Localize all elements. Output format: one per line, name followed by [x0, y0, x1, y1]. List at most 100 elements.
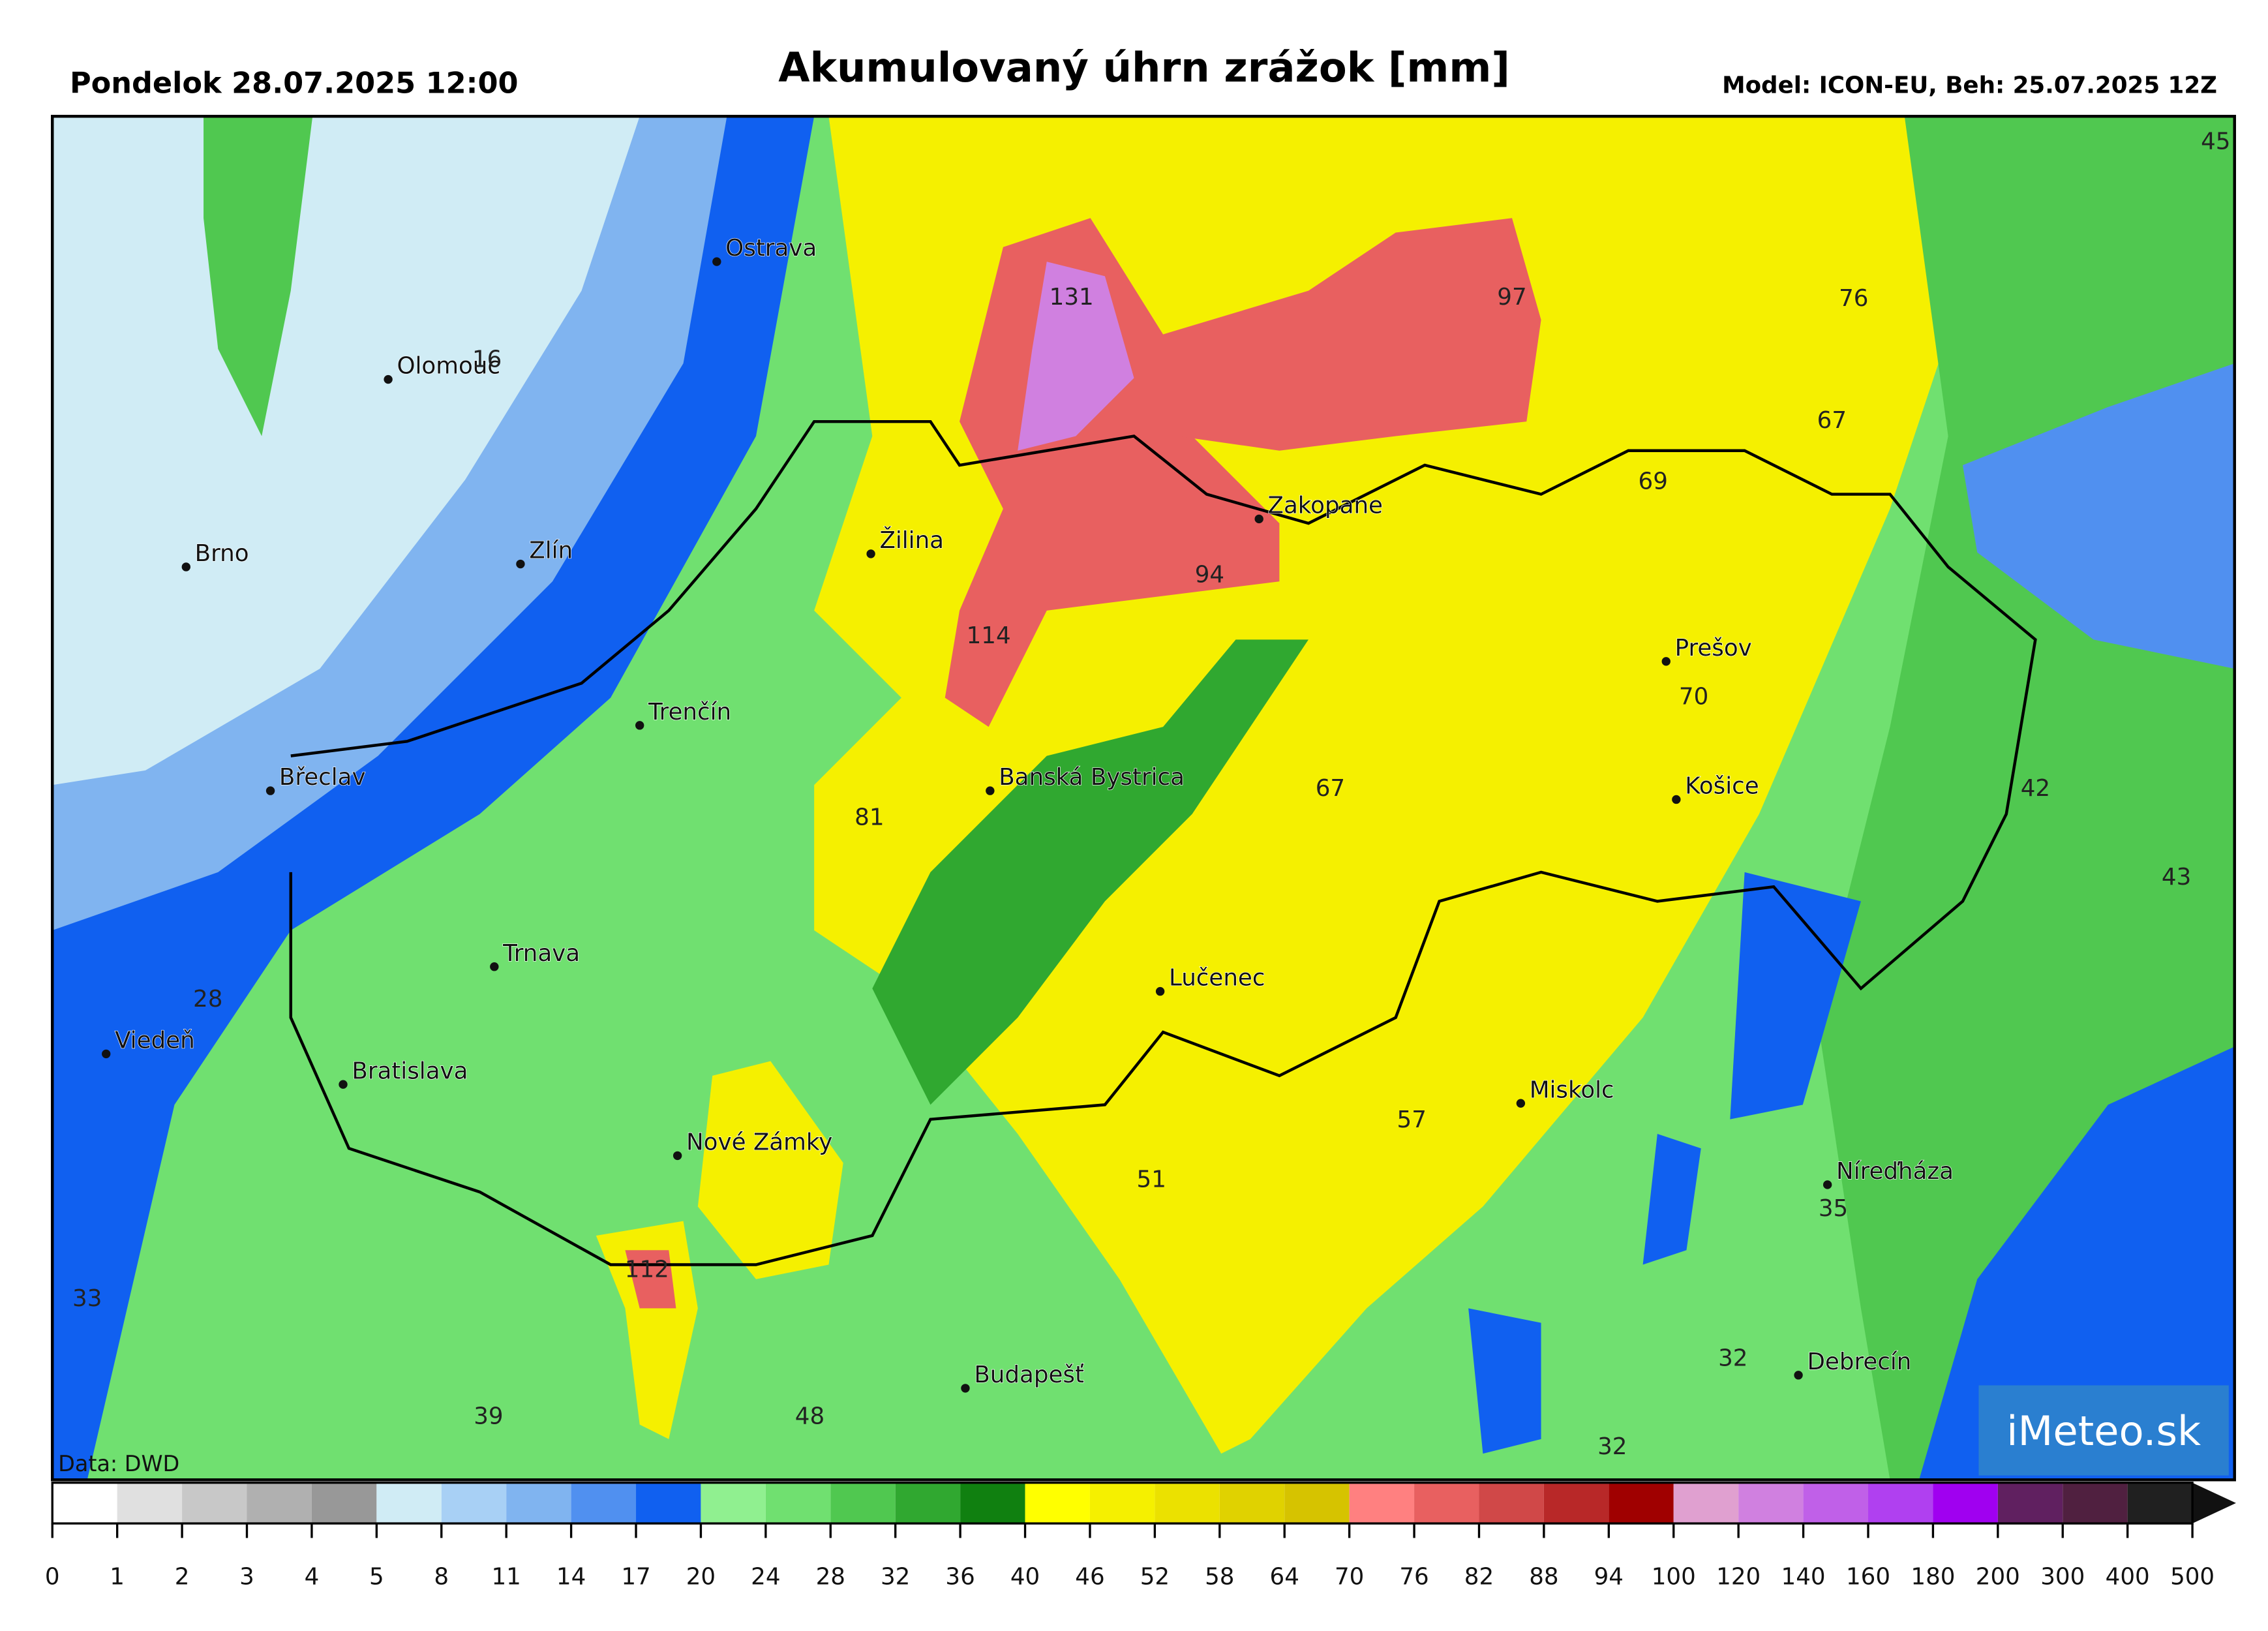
colorbar-label: 88: [1529, 1564, 1558, 1591]
colorbar-segment: [506, 1482, 571, 1524]
model-label: Model: ICON-EU, Beh: 25.07.2025 12Z: [1722, 72, 2217, 99]
city-dot: [1672, 795, 1681, 804]
city-dot: [490, 962, 499, 971]
city-label: Nové Zámky: [686, 1129, 832, 1155]
colorbar-label: 94: [1594, 1564, 1624, 1591]
precip-value: 76: [1839, 285, 1868, 312]
colorbar-segment: [1284, 1482, 1350, 1524]
map-frame: [51, 115, 2236, 1482]
precip-value: 94: [1195, 561, 1224, 588]
colorbar-segment: [52, 1482, 117, 1524]
colorbar-label: 1: [110, 1564, 125, 1591]
credit: Data: DWD: [58, 1451, 179, 1476]
city-label: Zakopane: [1268, 493, 1383, 519]
colorbar-label: 46: [1075, 1564, 1104, 1591]
colorbar-segment: [1089, 1482, 1155, 1524]
city-dot: [1516, 1099, 1526, 1108]
precip-value: 39: [474, 1403, 503, 1429]
precip-value: 16: [472, 346, 502, 373]
city-dot: [1822, 1180, 1832, 1189]
colorbar-label: 5: [369, 1564, 384, 1591]
colorbar-label: 2: [175, 1564, 190, 1591]
colorbar-label: 28: [816, 1564, 845, 1591]
city-label: Ostrava: [725, 235, 817, 262]
city-dot: [1155, 986, 1165, 996]
colorbar-label: 32: [881, 1564, 910, 1591]
colorbar-segment: [2063, 1482, 2128, 1524]
precip-value: 69: [1639, 468, 1668, 495]
colorbar-segment: [1414, 1482, 1479, 1524]
colorbar-label: 180: [1911, 1564, 1955, 1591]
colorbar-arrow: [2192, 1482, 2236, 1524]
city-label: Bratislava: [352, 1058, 468, 1084]
colorbar-segment: [1867, 1482, 1933, 1524]
city-dot: [339, 1080, 348, 1089]
precip-value: 131: [1050, 284, 1094, 311]
city-label: Prešov: [1675, 635, 1752, 662]
colorbar-label: 17: [621, 1564, 650, 1591]
colorbar-segment: [765, 1482, 831, 1524]
precip-value: 28: [193, 986, 222, 1013]
date-label: Pondelok 28.07.2025 12:00: [70, 67, 519, 100]
colorbar-segment: [311, 1482, 377, 1524]
city-label: Viedeň: [115, 1028, 195, 1054]
precip-value: 112: [625, 1256, 669, 1283]
colorbar-segment: [1609, 1482, 1674, 1524]
colorbar-label: 52: [1140, 1564, 1170, 1591]
city-label: Budapešť: [974, 1362, 1084, 1388]
colorbar-label: 82: [1464, 1564, 1494, 1591]
precip-value: 43: [2162, 864, 2191, 891]
city-label: Olomouc: [397, 353, 500, 380]
colorbar-label: 70: [1335, 1564, 1364, 1591]
colorbar-label: 400: [2106, 1564, 2150, 1591]
colorbar-label: 40: [1010, 1564, 1040, 1591]
precip-value: 67: [1316, 775, 1345, 802]
city-label: Debrecín: [1807, 1349, 1911, 1375]
colorbar-label: 500: [2170, 1564, 2215, 1591]
city-dot: [265, 786, 275, 795]
colorbar-segment: [117, 1482, 183, 1524]
logo: iMeteo.sk: [2006, 1407, 2201, 1455]
colorbar-label: 3: [239, 1564, 254, 1591]
colorbar-segment: [895, 1482, 961, 1524]
city-dot: [961, 1384, 970, 1393]
colorbar-segment: [1025, 1482, 1090, 1524]
city-dot: [635, 721, 644, 730]
precip-value: 70: [1679, 684, 1708, 710]
city-dot: [516, 559, 525, 569]
city-label: Banská Bystrica: [999, 764, 1185, 791]
colorbar-label: 160: [1846, 1564, 1890, 1591]
city-dot: [712, 257, 721, 266]
precip-value: 114: [967, 622, 1011, 649]
colorbar-segment: [376, 1482, 442, 1524]
colorbar-segment: [1219, 1482, 1285, 1524]
city-label: Žilina: [879, 526, 944, 554]
colorbar-label: 24: [751, 1564, 780, 1591]
colorbar-label: 4: [305, 1564, 320, 1591]
colorbar-segment: [1997, 1482, 2063, 1524]
colorbar-segment: [830, 1482, 896, 1524]
city-label: Níreďháza: [1836, 1158, 1954, 1185]
colorbar-segment: [960, 1482, 1025, 1524]
city-label: Trnava: [502, 940, 580, 967]
colorbar-label: 58: [1205, 1564, 1234, 1591]
colorbar-segment: [182, 1482, 247, 1524]
city-label: Brno: [195, 540, 249, 567]
city-label: Lučenec: [1169, 965, 1265, 992]
logo-box: [1978, 1385, 2229, 1476]
precip-field: [52, 116, 2235, 1480]
city-label: Košice: [1685, 773, 1759, 800]
precip-value: 32: [1718, 1345, 1747, 1371]
precip-value: 57: [1397, 1106, 1427, 1133]
colorbar-label: 140: [1781, 1564, 1826, 1591]
precip-value: 33: [72, 1285, 102, 1312]
colorbar-segment: [571, 1482, 637, 1524]
precip-value: 97: [1497, 284, 1526, 311]
city-dot: [1794, 1371, 1803, 1380]
title: Akumulovaný úhrn zrážok [mm]: [778, 44, 1510, 91]
precip-value: 48: [795, 1403, 824, 1429]
city-dot: [673, 1151, 682, 1161]
colorbar-segment: [701, 1482, 766, 1524]
